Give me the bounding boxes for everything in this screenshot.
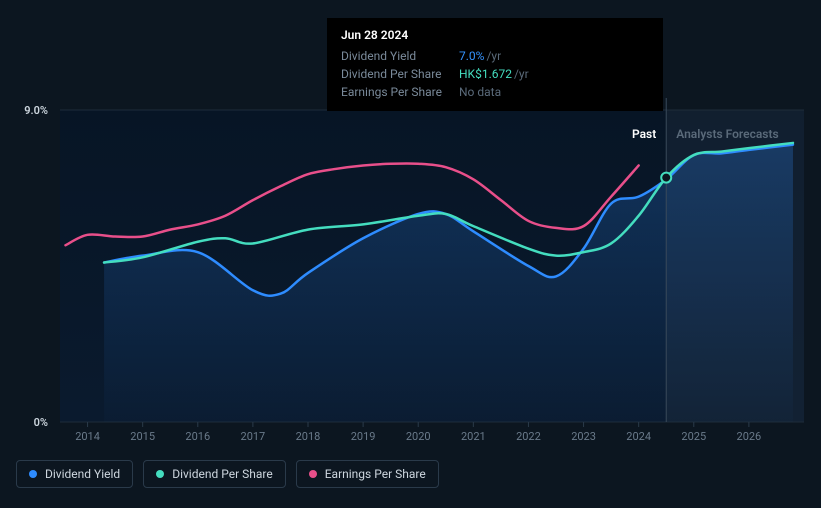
x-tick-label: 2024 (626, 430, 651, 443)
legend-dot-icon (29, 470, 37, 478)
x-tick-label: 2019 (351, 430, 376, 443)
tooltip-label: Dividend Yield (341, 49, 459, 63)
tooltip-unit: /yr (486, 49, 501, 63)
x-tick-label: 2026 (737, 430, 762, 443)
x-tick-label: 2016 (185, 430, 210, 443)
chart-tooltip: Jun 28 2024 Dividend Yield7.0% /yrDivide… (327, 18, 663, 111)
x-tick-label: 2017 (241, 430, 266, 443)
tooltip-row: Dividend Yield7.0% /yr (341, 47, 649, 65)
tooltip-label: Earnings Per Share (341, 85, 459, 99)
forecast-label: Analysts Forecasts (676, 127, 778, 141)
legend-row: Dividend Yield Dividend Per Share Earnings… (16, 460, 439, 488)
tooltip-value: No data (459, 85, 501, 99)
series-marker (661, 173, 671, 183)
legend-dot-icon (309, 470, 317, 478)
y-tick-label: 9.0% (24, 104, 48, 117)
tooltip-value: 7.0% (459, 49, 484, 63)
tooltip-label: Dividend Per Share (341, 67, 459, 81)
x-tick-label: 2018 (296, 430, 321, 443)
tooltip-row: Dividend Per ShareHK$1.672 /yr (341, 65, 649, 83)
legend-dividend-yield[interactable]: Dividend Yield (16, 460, 133, 488)
legend-dividend-per-share[interactable]: Dividend Per Share (143, 460, 286, 488)
legend-label: Earnings Per Share (325, 467, 426, 481)
legend-label: Dividend Yield (45, 467, 120, 481)
x-tick-label: 2020 (406, 430, 431, 443)
legend-earnings-per-share[interactable]: Earnings Per Share (296, 460, 439, 488)
x-tick-label: 2023 (571, 430, 596, 443)
x-tick-label: 2025 (681, 430, 706, 443)
past-label: Past (632, 127, 656, 141)
x-tick-label: 2021 (461, 430, 486, 443)
tooltip-unit: /yr (514, 67, 529, 81)
x-tick-label: 2015 (130, 430, 155, 443)
tooltip-row: Earnings Per ShareNo data (341, 83, 649, 101)
x-tick-label: 2014 (75, 430, 100, 443)
y-tick-label: 0% (34, 416, 48, 429)
tooltip-value: HK$1.672 (459, 67, 512, 81)
legend-dot-icon (156, 470, 164, 478)
tooltip-date: Jun 28 2024 (341, 28, 649, 42)
legend-label: Dividend Per Share (172, 467, 273, 481)
x-tick-label: 2022 (516, 430, 541, 443)
